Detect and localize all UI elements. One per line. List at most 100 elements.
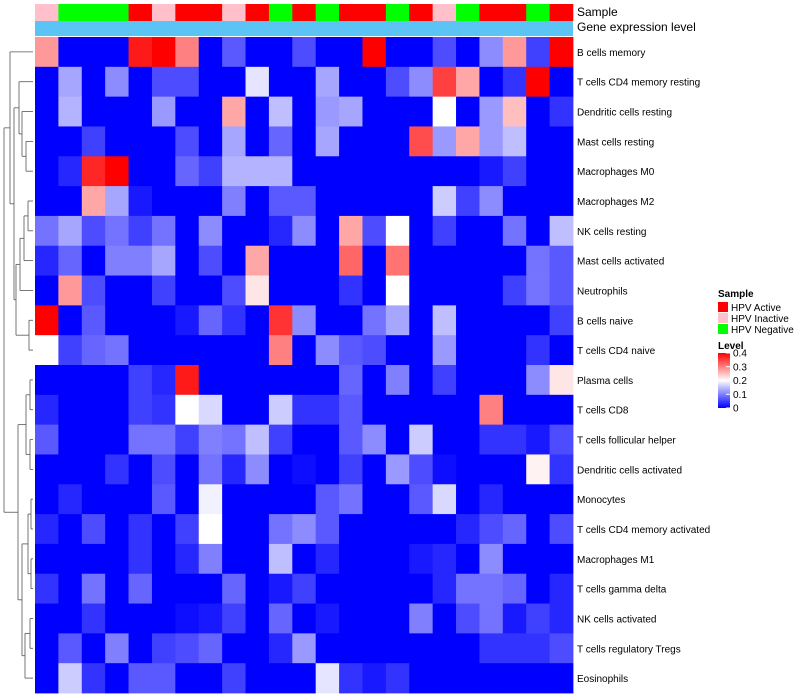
sample-legend-swatch [718,324,728,334]
heatmap-cell [409,37,434,68]
heatmap-cell [151,365,176,396]
heatmap-cell [526,514,551,545]
level-tick-label: 0.2 [733,376,747,387]
heatmap-cell [315,394,340,426]
sample-legend-label: HPV Negative [731,325,794,336]
heatmap-cell [432,96,457,127]
heatmap-cell [222,156,246,187]
heatmap-cell [362,603,387,634]
row-label: T cells CD4 memory activated [577,525,710,536]
heatmap-cell [409,394,434,426]
heatmap-cell [81,543,106,575]
heatmap-cells [35,37,574,694]
heatmap-cell [479,305,504,336]
row-label: NK cells resting [577,227,646,238]
sample-annotation-cell [175,4,200,21]
heatmap-cell [198,514,223,545]
heatmap-cell [385,454,410,485]
heatmap-cell [198,335,223,366]
heatmap-cell [385,603,410,634]
heatmap-cell [35,66,59,98]
heatmap-cell [58,454,83,485]
sample-legend-label: HPV Inactive [731,314,789,325]
heatmap-cell [81,663,106,694]
heatmap-cell [432,365,457,396]
sample-annotation-cell [128,4,153,21]
heatmap-cell [292,603,317,634]
sample-annotation-cell [549,4,574,21]
heatmap-cell [81,394,106,426]
row-label: T cells gamma delta [577,585,667,596]
heatmap-cell [222,663,246,694]
heatmap-cell [151,126,176,157]
heatmap-cell [81,37,106,68]
heatmap-cell [315,215,340,247]
heatmap-cell [128,365,153,396]
heatmap-cell [362,514,387,545]
heatmap-cell [409,365,434,396]
heatmap-cell [456,663,480,694]
heatmap-cell [151,663,176,694]
heatmap-cell [268,126,293,157]
sample-annotation-cell [81,4,106,21]
heatmap-cell [151,514,176,545]
heatmap-cell [362,156,387,187]
level-tick-label: 0 [733,404,739,415]
heatmap-cell [35,663,59,694]
heatmap-cell [385,96,410,127]
heatmap-cell [35,245,59,276]
heatmap-cell [222,424,246,455]
heatmap-cell [81,66,106,98]
heatmap-cell [409,126,434,157]
heatmap-cell [502,186,527,217]
heatmap-cell [198,215,223,247]
heatmap-cell [315,365,340,396]
heatmap-cell [105,245,129,276]
sample-annotation-cell [105,4,129,21]
heatmap-cell [81,245,106,276]
heatmap-cell [502,514,527,545]
heatmap-cell [362,275,387,306]
heatmap-cell [385,305,410,336]
row-label: T cells CD8 [577,406,629,417]
heatmap-cell [549,156,574,187]
heatmap-cell [151,245,176,276]
heatmap-cell [128,454,153,485]
heatmap-cell [432,603,457,634]
heatmap-cell [362,663,387,694]
heatmap-cell [432,633,457,664]
heatmap-cell [105,484,129,515]
heatmap-cell [245,603,270,634]
heatmap-cell [151,573,176,604]
heatmap-cell [502,156,527,187]
heatmap-cell [526,215,551,247]
heatmap-cell [151,424,176,455]
heatmap-cell [175,484,200,515]
heatmap-cell [198,156,223,187]
sample-annotation-cell [198,4,223,21]
heatmap-cell [526,275,551,306]
heatmap-cell [502,275,527,306]
heatmap-cell [245,215,270,247]
row-label: Monocytes [577,495,625,506]
heatmap-cell [409,633,434,664]
sample-legend-swatch [718,313,728,323]
row-label: T cells follicular helper [577,436,676,447]
heatmap-cell [456,633,480,664]
heatmap-cell [339,663,363,694]
heatmap-cell [502,96,527,127]
heatmap-cell [58,663,83,694]
heatmap-cell [245,543,270,575]
heatmap-cell [526,663,551,694]
heatmap-cell [175,394,200,426]
heatmap-cell [362,245,387,276]
heatmap-cell [339,66,363,98]
heatmap-cell [245,186,270,217]
heatmap-cell [292,484,317,515]
heatmap-cell [479,603,504,634]
heatmap-cell [175,215,200,247]
heatmap-cell [385,275,410,306]
heatmap-cell [456,96,480,127]
heatmap-cell [292,275,317,306]
heatmap-cell [385,663,410,694]
